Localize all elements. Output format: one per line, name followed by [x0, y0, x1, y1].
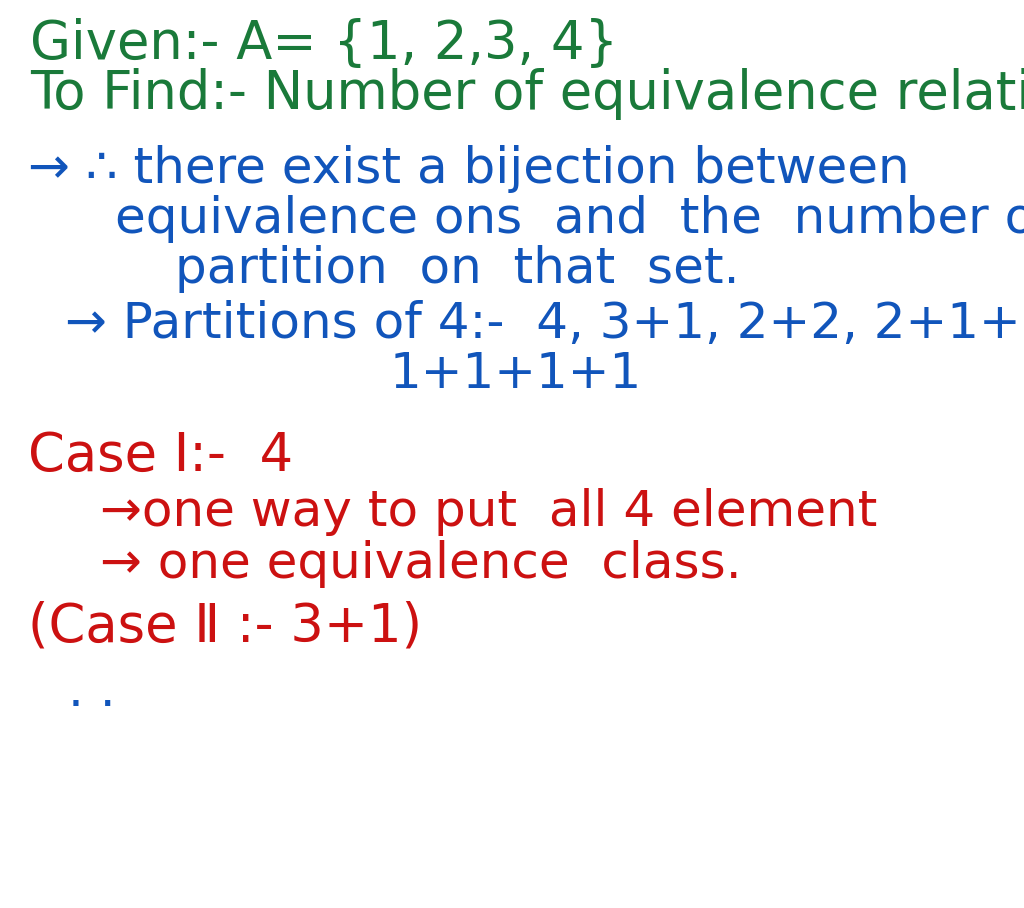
- Text: (Case Ⅱ :- 3+1): (Case Ⅱ :- 3+1): [28, 600, 422, 652]
- Text: To Find:- Number of equivalence relations on A: To Find:- Number of equivalence relation…: [30, 68, 1024, 120]
- Text: 1+1+1+1: 1+1+1+1: [390, 350, 642, 398]
- Text: →one way to put  all 4 element: →one way to put all 4 element: [100, 488, 878, 536]
- Text: Given:- A= {1, 2,3, 4}: Given:- A= {1, 2,3, 4}: [30, 18, 618, 70]
- Text: . .: . .: [68, 668, 116, 716]
- Text: → one equivalence  class.: → one equivalence class.: [100, 540, 741, 588]
- Text: equivalence ons  and  the  number of: equivalence ons and the number of: [115, 195, 1024, 243]
- Text: → ∴ there exist a bijection between: → ∴ there exist a bijection between: [28, 145, 909, 193]
- Text: partition  on  that  set.: partition on that set.: [175, 245, 739, 293]
- Text: → Partitions of 4:-  4, 3+1, 2+2, 2+1+1: → Partitions of 4:- 4, 3+1, 2+2, 2+1+1: [65, 300, 1024, 348]
- Text: Case I:-  4: Case I:- 4: [28, 430, 293, 482]
